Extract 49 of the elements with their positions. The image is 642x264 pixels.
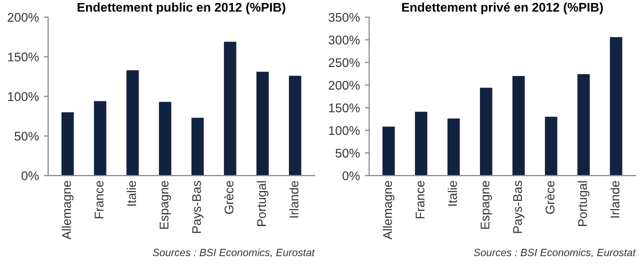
chart-title: Endettement privé en 2012 (%PIB) bbox=[402, 2, 603, 14]
y-tick-label: 350% bbox=[328, 12, 360, 22]
x-tick-label: Pays-Bas bbox=[192, 180, 204, 233]
x-tick-label: Grèce bbox=[545, 180, 554, 214]
bar bbox=[577, 74, 590, 176]
y-tick-label: 100% bbox=[8, 92, 39, 102]
bar bbox=[126, 70, 139, 176]
x-tick-label: Irlande bbox=[289, 180, 298, 218]
x-tick-label: Pays-Bas bbox=[513, 180, 524, 233]
bar bbox=[256, 72, 269, 176]
y-tick-label: 200% bbox=[328, 80, 360, 90]
bar bbox=[414, 112, 428, 176]
bar bbox=[610, 37, 622, 176]
y-tick-label: 150% bbox=[8, 52, 39, 62]
bar bbox=[158, 102, 172, 176]
bar bbox=[512, 76, 525, 176]
y-tick-label: 50% bbox=[14, 132, 39, 141]
bar bbox=[61, 112, 74, 176]
y-tick-label: 150% bbox=[329, 103, 360, 112]
bar bbox=[544, 116, 558, 176]
x-tick-label: Irlande bbox=[610, 180, 620, 218]
source-note: Sources : BSI Economics, Eurostat bbox=[152, 248, 315, 258]
y-tick-label: 300% bbox=[328, 36, 360, 44]
x-tick-label: France bbox=[416, 180, 424, 218]
x-tick-label: Portugal bbox=[578, 181, 590, 226]
x-tick-label: Espagne bbox=[160, 180, 171, 229]
y-tick-label: 200% bbox=[8, 12, 39, 22]
bar bbox=[191, 118, 204, 176]
x-tick-label: France bbox=[94, 180, 104, 218]
bar bbox=[94, 101, 106, 176]
bar bbox=[447, 118, 460, 176]
y-tick-label: 250% bbox=[328, 58, 360, 68]
y-tick-label: 50% bbox=[336, 148, 360, 158]
y-tick-label: 0% bbox=[22, 171, 39, 180]
bar bbox=[480, 88, 492, 176]
x-tick-label: Italie bbox=[448, 180, 457, 206]
x-tick-label: Espagne bbox=[480, 180, 492, 229]
x-tick-label: Grèce bbox=[224, 180, 234, 214]
chart-title: Endettement public en 2012 (%PIB) bbox=[78, 2, 286, 14]
y-tick-label: 100% bbox=[329, 126, 360, 135]
y-tick-label: 0% bbox=[342, 171, 360, 180]
bar bbox=[224, 42, 236, 176]
source-note: Sources : BSI Economics, Eurostat bbox=[474, 248, 636, 258]
x-tick-label: Allemagne bbox=[62, 180, 74, 240]
x-tick-label: Portugal bbox=[256, 181, 268, 226]
bar bbox=[382, 126, 395, 176]
x-tick-label: Italie bbox=[126, 180, 136, 206]
bar bbox=[288, 76, 302, 176]
x-tick-label: Allemagne bbox=[382, 180, 394, 240]
